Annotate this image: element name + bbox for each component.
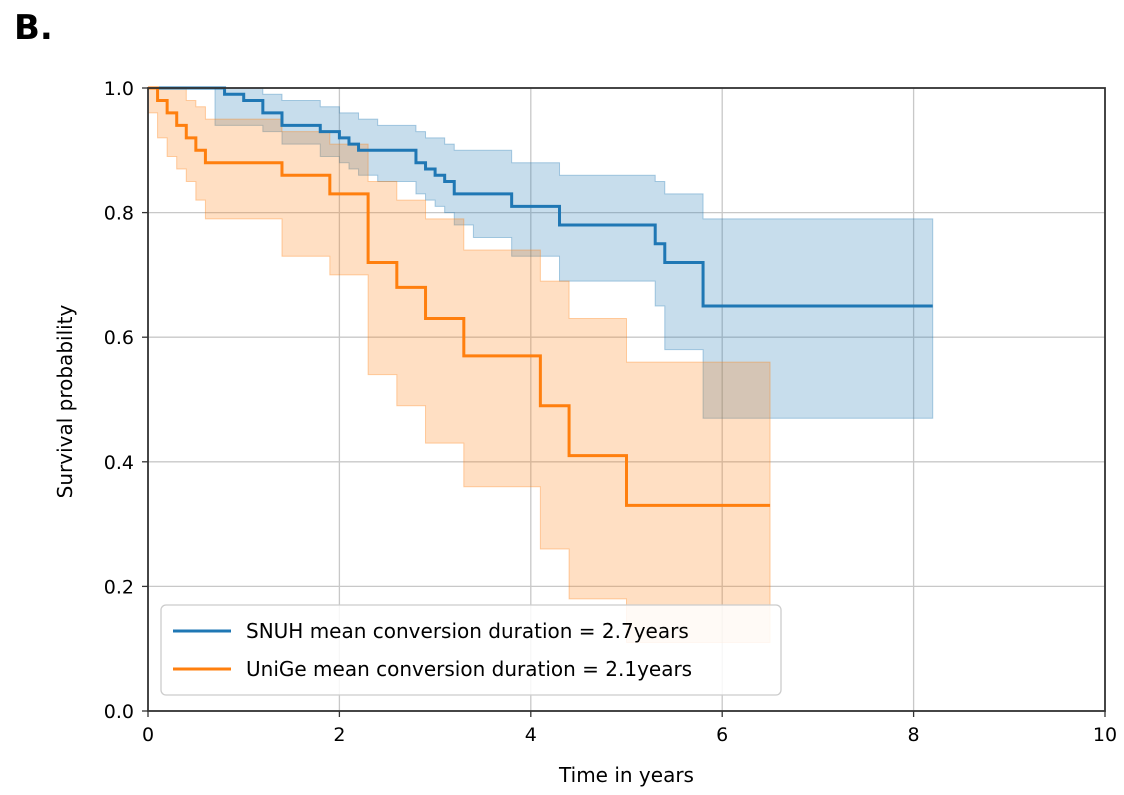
y-tick-label: 0.2 [104,576,134,598]
legend-box [160,604,782,696]
survival-line-0 [148,86,933,308]
x-tick-label: 0 [142,724,154,746]
x-axis-label: Time in years [558,763,694,787]
survival-line-1 [148,86,771,507]
legend: SNUH mean conversion duration = 2.7years… [160,604,782,696]
plot-frame [147,87,1106,712]
x-tick-label: 2 [333,724,345,746]
survival-curves [148,86,933,507]
y-tick-label: 0.0 [104,701,134,723]
y-tick-label: 0.4 [104,452,134,474]
confidence-band-0 [148,87,934,419]
legend-entry-label: SNUH mean conversion duration = 2.7years [246,619,689,643]
axis-ticks: 0 2 4 6 8 10 0.0 0.2 0.4 0.6 0.8 1.0 [104,78,1117,746]
x-tick-label: 6 [716,724,728,746]
y-axis-label: Survival probability [53,304,77,498]
x-tick-label: 8 [908,724,920,746]
x-tick-label: 4 [525,724,537,746]
y-tick-label: 1.0 [104,78,134,100]
grid-lines [147,87,1106,712]
y-tick-label: 0.6 [104,327,134,349]
panel-label: B. [14,8,53,48]
legend-entry-label: UniGe mean conversion duration = 2.1year… [246,657,692,681]
y-tick-label: 0.8 [104,203,134,225]
x-tick-label: 10 [1093,724,1117,746]
